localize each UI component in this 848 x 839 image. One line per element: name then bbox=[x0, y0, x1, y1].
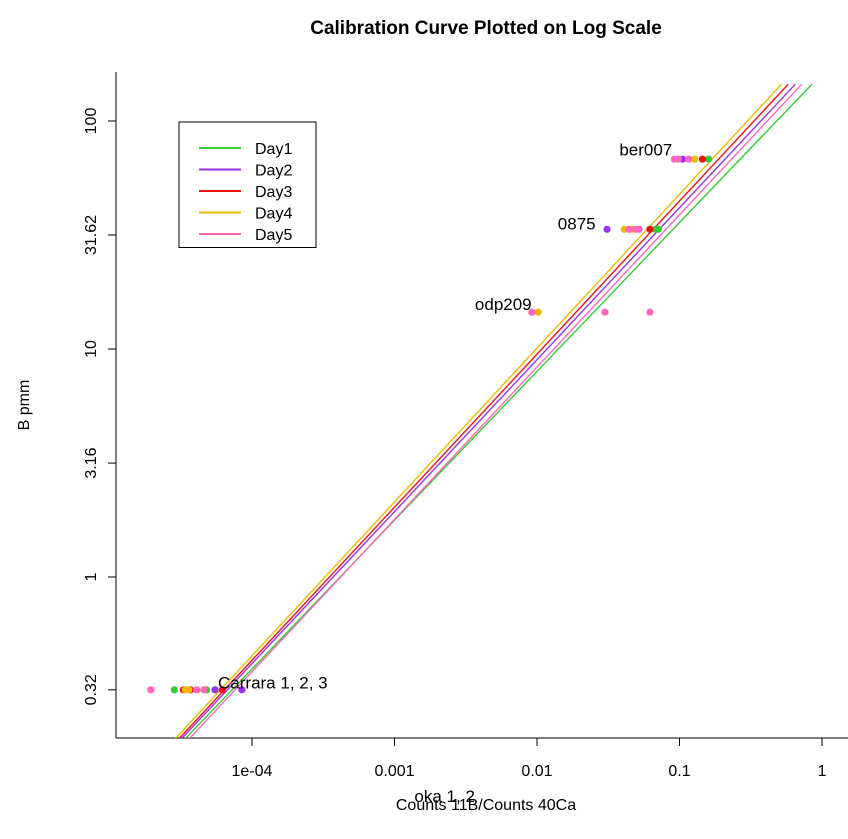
y-tick-label: 100 bbox=[83, 108, 100, 135]
legend-label: Day3 bbox=[255, 184, 292, 201]
y-tick-label: 0.32 bbox=[83, 674, 100, 705]
data-point-day1 bbox=[655, 226, 662, 233]
y-tick-label: 10 bbox=[83, 340, 100, 358]
y-tick-label: 1 bbox=[83, 572, 100, 581]
x-tick-label: 1 bbox=[818, 763, 827, 780]
data-point-day1 bbox=[367, 801, 374, 808]
legend-label: Day4 bbox=[255, 206, 292, 223]
data-point-day2 bbox=[603, 226, 610, 233]
data-point-day3 bbox=[699, 156, 706, 163]
data-point-day5 bbox=[200, 686, 207, 693]
data-point-day1 bbox=[171, 686, 178, 693]
legend-label: Day5 bbox=[255, 227, 292, 244]
x-tick-label: 0.1 bbox=[668, 763, 690, 780]
y-tick-label: 31.62 bbox=[83, 215, 100, 255]
data-point-day3 bbox=[646, 226, 653, 233]
legend-label: Day1 bbox=[255, 141, 292, 158]
data-point-day1 bbox=[361, 801, 368, 808]
data-point-day4 bbox=[355, 801, 362, 808]
point-label: oka 1, 2 bbox=[414, 787, 475, 806]
data-point-day5 bbox=[147, 686, 154, 693]
x-tick-label: 0.001 bbox=[374, 763, 414, 780]
legend: Day1 Day2 Day3 Day4 Day5 bbox=[179, 122, 316, 248]
legend-box bbox=[179, 122, 316, 248]
point-label: Carrara 1, 2, 3 bbox=[218, 673, 328, 692]
data-point-day4 bbox=[535, 309, 542, 316]
data-point-day5 bbox=[371, 801, 378, 808]
data-point-day5 bbox=[193, 686, 200, 693]
data-point-day5 bbox=[685, 156, 692, 163]
legend-label: Day2 bbox=[255, 163, 292, 180]
chart-title: Calibration Curve Plotted on Log Scale bbox=[310, 18, 662, 39]
data-point-day4 bbox=[358, 801, 365, 808]
y-axis-label: B pmm bbox=[16, 380, 33, 431]
data-point-day2 bbox=[326, 801, 333, 808]
data-point-day5 bbox=[601, 309, 608, 316]
data-point-day3 bbox=[352, 801, 359, 808]
data-point-day2 bbox=[337, 801, 344, 808]
data-point-day5 bbox=[625, 226, 632, 233]
point-label: 0875 bbox=[558, 214, 596, 233]
data-point-day3 bbox=[354, 801, 361, 808]
x-tick-label: 0.01 bbox=[521, 763, 552, 780]
data-point-day4 bbox=[185, 686, 192, 693]
data-point-day5 bbox=[635, 226, 642, 233]
point-label: ber007 bbox=[619, 140, 672, 159]
data-point-day5 bbox=[341, 801, 348, 808]
data-point-day5 bbox=[345, 801, 352, 808]
y-tick-label: 3.16 bbox=[83, 447, 100, 478]
data-point-day5 bbox=[675, 156, 682, 163]
data-point-day2 bbox=[331, 801, 338, 808]
x-tick-label: 1e-04 bbox=[232, 763, 273, 780]
data-point-day5 bbox=[646, 309, 653, 316]
point-label: odp209 bbox=[475, 295, 532, 314]
